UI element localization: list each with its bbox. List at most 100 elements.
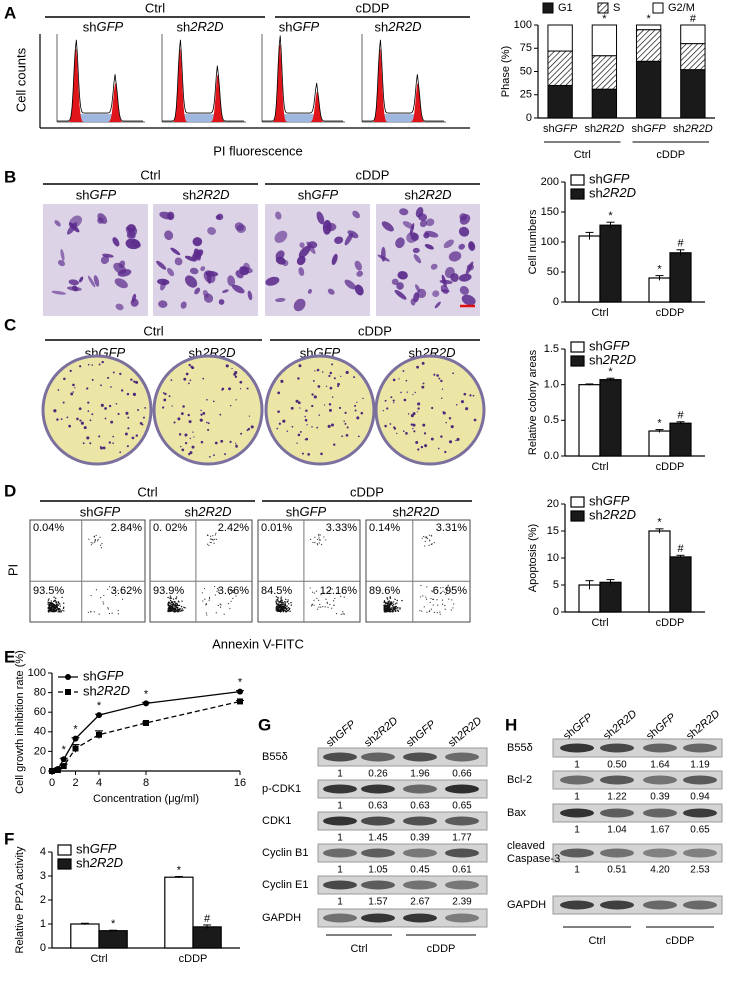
blot-band — [323, 880, 357, 890]
quadrant-label: 0.04% — [33, 522, 64, 534]
event-dot — [312, 541, 314, 544]
band-quantity: 2.53 — [690, 865, 710, 876]
group-label: Ctrl — [140, 167, 160, 182]
event-dot — [232, 590, 234, 592]
event-dot — [325, 598, 327, 600]
colony-dot — [87, 363, 90, 366]
colony-dot — [177, 417, 181, 421]
event-dot — [399, 608, 401, 610]
band-quantity: 0.94 — [690, 792, 710, 803]
event-dot — [401, 599, 403, 602]
event-dot — [287, 609, 290, 612]
colony-dot — [246, 429, 249, 432]
event-dot — [435, 586, 437, 588]
colony-dot — [220, 439, 224, 443]
colony-dot — [299, 407, 301, 409]
colony-dot — [126, 392, 130, 396]
flow-plot — [365, 519, 471, 623]
quadrant-label: 89.6% — [369, 585, 400, 597]
band-quantity: 1 — [574, 792, 580, 803]
event-dot — [448, 598, 450, 600]
significance-mark: # — [677, 543, 684, 555]
italic-part: 2R2D — [387, 19, 421, 34]
band-quantity: 1.45 — [368, 833, 388, 844]
group-label: Ctrl — [145, 0, 165, 15]
italic-part: GFP — [90, 187, 117, 202]
event-dot — [177, 607, 179, 609]
blot-label: CDK1 — [262, 815, 291, 827]
cell-blob — [222, 289, 229, 294]
colony-dot — [235, 399, 237, 401]
event-dot — [386, 606, 388, 608]
event-dot — [51, 604, 53, 607]
quadrant-label: 3.66% — [218, 585, 249, 597]
event-dot — [171, 600, 173, 603]
cell-blob — [130, 239, 142, 248]
event-dot — [235, 595, 237, 597]
event-dot — [325, 539, 327, 541]
event-dot — [49, 604, 51, 607]
event-dot — [47, 603, 49, 605]
cell-blob — [397, 271, 408, 280]
y-tick-label: 150 — [541, 206, 559, 218]
significance-mark: * — [608, 210, 613, 222]
event-dot — [282, 610, 284, 612]
colony-dot — [209, 455, 211, 458]
legend-label: S — [613, 2, 620, 14]
band-quantity: 1.57 — [368, 897, 388, 908]
cell-blob — [200, 266, 206, 272]
group-label: Ctrl — [143, 323, 163, 338]
event-dot — [318, 542, 320, 544]
event-dot — [279, 610, 282, 612]
legend-swatch — [570, 174, 585, 186]
legend-swatch — [542, 2, 554, 14]
colony-dot — [344, 411, 347, 415]
event-dot — [215, 538, 217, 540]
event-dot — [215, 612, 217, 614]
y-tick-label: 20 — [547, 498, 559, 510]
event-dot — [174, 603, 176, 605]
event-dot — [399, 607, 401, 609]
colony-dot — [137, 409, 140, 411]
colony-dot — [301, 452, 304, 455]
colony-dot — [91, 364, 94, 366]
colony-dot — [402, 370, 405, 372]
colony-dot — [162, 392, 165, 394]
event-dot — [92, 542, 94, 544]
sample-label: shGFP — [80, 504, 121, 519]
bar — [599, 224, 622, 303]
event-dot — [421, 537, 423, 539]
event-dot — [177, 600, 180, 602]
colony-dot — [86, 436, 90, 440]
point — [237, 698, 243, 705]
event-dot — [389, 597, 392, 599]
event-dot — [171, 607, 174, 609]
cell-blob — [325, 222, 337, 232]
y-tick-label: 200 — [541, 176, 559, 188]
event-dot — [383, 607, 386, 609]
colony-dot — [314, 370, 316, 372]
blot-strip — [317, 843, 488, 863]
event-dot — [284, 609, 286, 612]
event-dot — [62, 607, 65, 610]
italic-part: 2R2D — [454, 715, 484, 743]
colony-dot — [327, 424, 331, 428]
event-dot — [172, 610, 175, 613]
event-dot — [332, 600, 335, 602]
y-tick-label: 0 — [40, 942, 46, 954]
cell-blob — [192, 237, 203, 247]
cell-blob — [265, 276, 280, 286]
bar-segment — [591, 88, 618, 119]
bar — [98, 930, 128, 949]
y-tick-label: 40 — [34, 726, 46, 738]
colony-dot — [345, 370, 349, 375]
event-dot — [277, 603, 279, 605]
cell-blob — [413, 254, 422, 264]
colony-dot — [100, 384, 102, 387]
blot-band — [683, 743, 717, 753]
italic-part: 2R2D — [602, 185, 636, 200]
sample-label: shGFP — [279, 19, 320, 34]
colony-dot — [163, 398, 167, 402]
colony-dot — [331, 363, 334, 366]
band-quantity: 1 — [337, 801, 343, 812]
